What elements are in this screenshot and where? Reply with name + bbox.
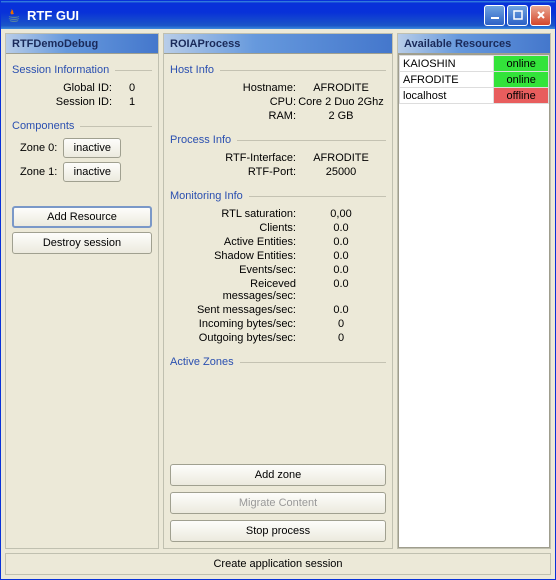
ram-value: 2 GB	[296, 110, 386, 122]
table-row[interactable]: AFRODITEonline	[400, 72, 549, 88]
window-title: RTF GUI	[27, 8, 484, 23]
cpu-value: Core 2 Duo 2Ghz	[296, 96, 386, 108]
java-icon	[5, 6, 23, 24]
zone0-label: Zone 0:	[20, 142, 57, 154]
right-panel: Available Resources KAIOSHINonline AFROD…	[397, 33, 551, 549]
components-title: Components	[12, 120, 152, 132]
recv-msg-label: Reiceved messages/sec:	[178, 278, 296, 302]
resource-name: localhost	[400, 88, 494, 104]
active-entities-value: 0.0	[296, 236, 386, 248]
in-bytes-value: 0	[296, 318, 386, 330]
global-id-label: Global ID:	[20, 82, 112, 94]
statusbar-link[interactable]: Create application session	[213, 558, 342, 570]
left-panel: RTFDemoDebug Session Information Global …	[5, 33, 159, 549]
ram-label: RAM:	[178, 110, 296, 122]
table-row[interactable]: localhostoffline	[400, 88, 549, 104]
left-panel-title: RTFDemoDebug	[6, 34, 158, 54]
out-bytes-label: Outgoing bytes/sec:	[178, 332, 296, 344]
session-info-title: Session Information	[12, 64, 152, 76]
out-bytes-value: 0	[296, 332, 386, 344]
resource-name: AFRODITE	[400, 72, 494, 88]
maximize-button[interactable]	[507, 5, 528, 26]
cpu-label: CPU:	[178, 96, 296, 108]
resource-status: online	[494, 56, 549, 72]
zone1-button[interactable]: inactive	[63, 162, 121, 182]
events-value: 0.0	[296, 264, 386, 276]
shadow-entities-label: Shadow Entities:	[178, 250, 296, 262]
process-info-title: Process Info	[170, 134, 386, 146]
zone0-button[interactable]: inactive	[63, 138, 121, 158]
center-panel: ROIAProcess Host Info Hostname:AFRODITE …	[163, 33, 393, 549]
resource-status: online	[494, 72, 549, 88]
close-button[interactable]	[530, 5, 551, 26]
sent-msg-value: 0.0	[296, 304, 386, 316]
status-bar: Create application session	[5, 553, 551, 575]
rtl-sat-value: 0,00	[296, 208, 386, 220]
host-info-title: Host Info	[170, 64, 386, 76]
destroy-session-button[interactable]: Destroy session	[12, 232, 152, 254]
resource-status: offline	[494, 88, 549, 104]
hostname-value: AFRODITE	[296, 82, 386, 94]
in-bytes-label: Incoming bytes/sec:	[178, 318, 296, 330]
titlebar[interactable]: RTF GUI	[1, 1, 555, 29]
sent-msg-label: Sent messages/sec:	[178, 304, 296, 316]
rtl-sat-label: RTL saturation:	[178, 208, 296, 220]
resource-name: KAIOSHIN	[400, 56, 494, 72]
monitoring-info-title: Monitoring Info	[170, 190, 386, 202]
rtf-interface-label: RTF-Interface:	[178, 152, 296, 164]
session-id-label: Session ID:	[20, 96, 112, 108]
app-window: RTF GUI RTFDemoDebug Session Information…	[0, 0, 556, 580]
stop-process-button[interactable]: Stop process	[170, 520, 386, 542]
rtf-interface-value: AFRODITE	[296, 152, 386, 164]
active-entities-label: Active Entities:	[178, 236, 296, 248]
session-id-value: 1	[112, 96, 152, 108]
center-panel-title: ROIAProcess	[164, 34, 392, 54]
add-resource-button[interactable]: Add Resource	[12, 206, 152, 228]
right-panel-title: Available Resources	[398, 34, 550, 54]
shadow-entities-value: 0.0	[296, 250, 386, 262]
resources-table: KAIOSHINonline AFRODITEonline localhosto…	[399, 55, 549, 104]
migrate-content-button[interactable]: Migrate Content	[170, 492, 386, 514]
global-id-value: 0	[112, 82, 152, 94]
active-zones-title: Active Zones	[170, 356, 386, 368]
recv-msg-value: 0.0	[296, 278, 386, 302]
table-row[interactable]: KAIOSHINonline	[400, 56, 549, 72]
rtf-port-label: RTF-Port:	[178, 166, 296, 178]
add-zone-button[interactable]: Add zone	[170, 464, 386, 486]
rtf-port-value: 25000	[296, 166, 386, 178]
events-label: Events/sec:	[178, 264, 296, 276]
zone1-label: Zone 1:	[20, 166, 57, 178]
hostname-label: Hostname:	[178, 82, 296, 94]
clients-label: Clients:	[178, 222, 296, 234]
clients-value: 0.0	[296, 222, 386, 234]
minimize-button[interactable]	[484, 5, 505, 26]
